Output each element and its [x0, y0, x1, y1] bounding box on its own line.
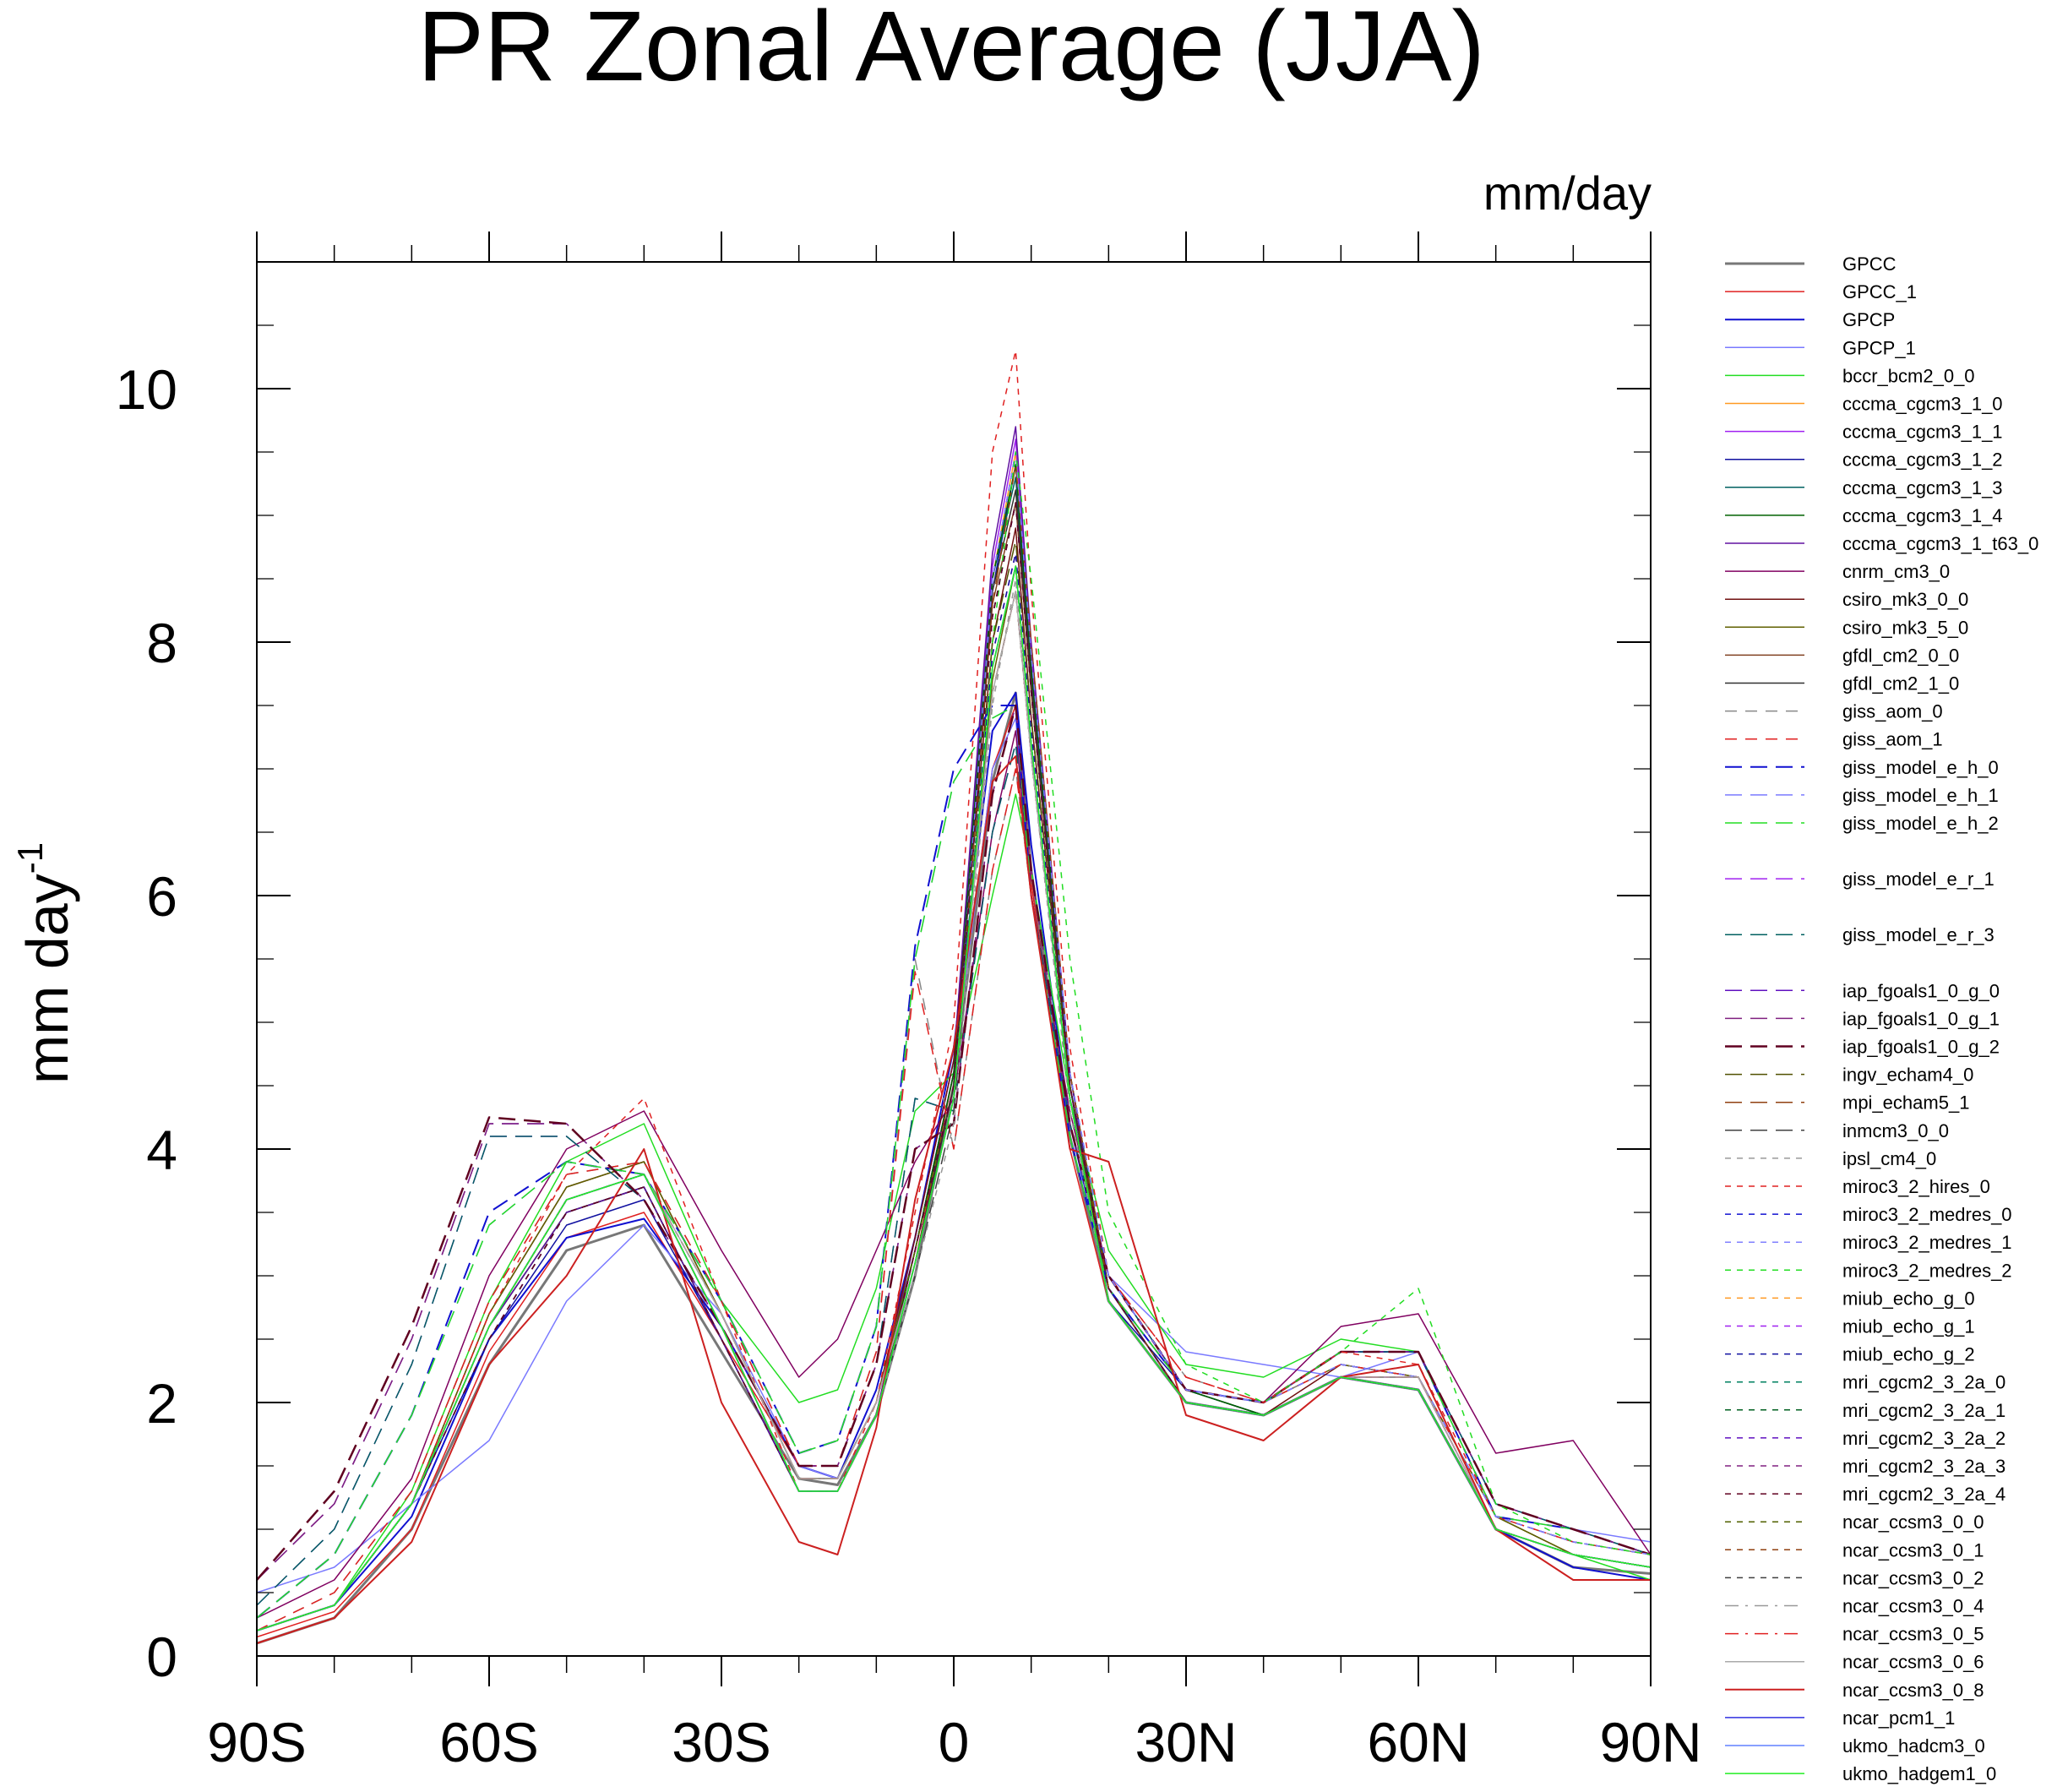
legend-label-GPCC: GPCC: [1842, 253, 1897, 275]
series-line-cccma_cgcm3_1_1: [256, 438, 1652, 1631]
legend-label-cnrm_cm3_0: cnrm_cm3_0: [1842, 561, 1950, 582]
legend-label-ukmo_hadgem1_0: ukmo_hadgem1_0: [1842, 1763, 1996, 1784]
series-line-bccr_bcm2_0_0: [256, 793, 1652, 1631]
series-line-giss_model_e_r_3: [256, 743, 1652, 1606]
x-tick-label-3: 0: [939, 1711, 970, 1773]
legend-label-giss_aom_1: giss_aom_1: [1842, 729, 1943, 750]
legend-label-iap_fgoals1_0_g_1: iap_fgoals1_0_g_1: [1842, 1008, 2000, 1029]
y-tick-label-2: 4: [146, 1119, 177, 1181]
legend-label-ncar_pcm1_1: ncar_pcm1_1: [1842, 1708, 1955, 1729]
series-line-giss_model_e_r_1: [256, 743, 1652, 1606]
series-line-cccma_cgcm3_1_t63_0: [256, 426, 1652, 1631]
legend-label-miroc3_2_medres_1: miroc3_2_medres_1: [1842, 1232, 2012, 1253]
legend-label-giss_aom_0: giss_aom_0: [1842, 701, 1943, 722]
legend-label-giss_model_e_h_0: giss_model_e_h_0: [1842, 757, 1999, 778]
series-line-iap_fgoals1_0_g_2: [256, 704, 1652, 1581]
legend-label-giss_model_e_h_2: giss_model_e_h_2: [1842, 813, 1999, 834]
legend-label-inmcm3_0_0: inmcm3_0_0: [1842, 1120, 1949, 1141]
y-tick-label-4: 8: [146, 612, 177, 674]
legend-label-mri_cgcm2_3_2a_2: mri_cgcm2_3_2a_2: [1842, 1428, 2005, 1449]
x-tick-label-6: 90N: [1599, 1711, 1701, 1773]
legend: GPCC GPCC_1 GPCP GPCP_1 bccr_bcm2_0_0 cccma_c…: [1725, 253, 2038, 1784]
legend-label-cccma_cgcm3_1_t63_0: cccma_cgcm3_1_t63_0: [1842, 533, 2038, 554]
legend-label-cccma_cgcm3_1_4: cccma_cgcm3_1_4: [1842, 505, 2003, 526]
legend-label-GPCP: GPCP: [1842, 309, 1895, 330]
x-tick-label-2: 30S: [672, 1711, 770, 1773]
legend-label-GPCC_1: GPCC_1: [1842, 281, 1917, 302]
chart-title: PR Zonal Average (JJA): [417, 0, 1485, 102]
legend-label-csiro_mk3_0_0: csiro_mk3_0_0: [1842, 589, 1968, 610]
legend-label-gfdl_cm2_0_0: gfdl_cm2_0_0: [1842, 645, 1959, 666]
series-line-iap_fgoals1_0_g_0: [256, 705, 1652, 1581]
legend-label-miub_echo_g_2: miub_echo_g_2: [1842, 1344, 1975, 1365]
legend-label-GPCP_1: GPCP_1: [1842, 337, 1916, 358]
units-label: mm/day: [1483, 166, 1652, 220]
legend-label-ncar_ccsm3_0_8: ncar_ccsm3_0_8: [1842, 1680, 1984, 1701]
legend-label-mri_cgcm2_3_2a_3: mri_cgcm2_3_2a_3: [1842, 1456, 2005, 1477]
series-line-miroc3_2_medres_1: [256, 451, 1652, 1631]
y-tick-label-5: 10: [116, 358, 177, 421]
legend-label-cccma_cgcm3_1_2: cccma_cgcm3_1_2: [1842, 449, 2003, 471]
y-tick-label-1: 2: [146, 1372, 177, 1435]
legend-label-csiro_mk3_5_0: csiro_mk3_5_0: [1842, 617, 1968, 638]
legend-label-mri_cgcm2_3_2a_4: mri_cgcm2_3_2a_4: [1842, 1484, 2005, 1505]
legend-label-miroc3_2_medres_2: miroc3_2_medres_2: [1842, 1260, 2012, 1281]
legend-label-giss_model_e_r_3: giss_model_e_r_3: [1842, 924, 1995, 945]
legend-label-miroc3_2_medres_0: miroc3_2_medres_0: [1842, 1204, 2012, 1225]
legend-label-ncar_ccsm3_0_5: ncar_ccsm3_0_5: [1842, 1624, 1984, 1645]
legend-label-mpi_echam5_1: mpi_echam5_1: [1842, 1092, 1969, 1114]
legend-label-cccma_cgcm3_1_3: cccma_cgcm3_1_3: [1842, 477, 2003, 498]
y-tick-label-0: 0: [146, 1626, 177, 1688]
legend-label-ncar_ccsm3_0_2: ncar_ccsm3_0_2: [1842, 1567, 1984, 1588]
y-axis-label-exponent: -1: [10, 842, 50, 874]
series-line-GPCP_1: [256, 717, 1652, 1593]
x-tick-label-0: 90S: [207, 1711, 306, 1773]
legend-label-miub_echo_g_0: miub_echo_g_0: [1842, 1288, 1975, 1309]
legend-label-ncar_ccsm3_0_6: ncar_ccsm3_0_6: [1842, 1652, 1984, 1673]
series-line-iap_fgoals1_0_g_1: [256, 705, 1652, 1581]
series-line-mri_cgcm2_3_2a_4: [256, 502, 1652, 1631]
legend-label-giss_model_e_r_1: giss_model_e_r_1: [1842, 869, 1995, 890]
legend-label-miroc3_2_hires_0: miroc3_2_hires_0: [1842, 1176, 1990, 1197]
legend-label-cccma_cgcm3_1_0: cccma_cgcm3_1_0: [1842, 394, 2003, 415]
series-line-GPCP: [256, 692, 1652, 1631]
series-layer: [256, 350, 1652, 1645]
series-line-miroc3_2_hires_0: [256, 350, 1652, 1631]
series-line-giss_model_e_h_1: [256, 705, 1652, 1619]
series-line-miroc3_2_medres_2: [256, 451, 1652, 1631]
y-axis-label: mm day-1: [10, 842, 80, 1084]
series-line-cnrm_cm3_0: [256, 730, 1652, 1619]
legend-label-gfdl_cm2_1_0: gfdl_cm2_1_0: [1842, 673, 1959, 694]
legend-label-ncar_ccsm3_0_1: ncar_ccsm3_0_1: [1842, 1539, 1984, 1561]
series-line-giss_aom_1: [256, 768, 1652, 1631]
y-axis-label-main: mm day: [14, 874, 80, 1084]
series-line-giss_model_e_h_0: [256, 705, 1652, 1619]
series-line-GPCC_1: [256, 705, 1652, 1638]
series-line-ukmo_hadgem1_0: [256, 565, 1652, 1631]
series-line-ncar_ccsm3_0_8: [256, 755, 1651, 1644]
legend-label-ncar_ccsm3_0_4: ncar_ccsm3_0_4: [1842, 1596, 1984, 1617]
legend-label-mri_cgcm2_3_2a_0: mri_cgcm2_3_2a_0: [1842, 1372, 2005, 1393]
legend-label-giss_model_e_h_1: giss_model_e_h_1: [1842, 785, 1999, 806]
x-tick-label-4: 30N: [1135, 1711, 1237, 1773]
series-line-GPCC: [256, 691, 1652, 1645]
legend-label-ingv_echam4_0: ingv_echam4_0: [1842, 1065, 1973, 1086]
legend-label-mri_cgcm2_3_2a_1: mri_cgcm2_3_2a_1: [1842, 1400, 2005, 1421]
legend-label-ipsl_cm4_0: ipsl_cm4_0: [1842, 1148, 1936, 1169]
x-tick-label-1: 60S: [439, 1711, 538, 1773]
legend-label-bccr_bcm2_0_0: bccr_bcm2_0_0: [1842, 365, 1975, 386]
plot-frame: [256, 261, 1652, 1657]
y-tick-label-3: 6: [146, 865, 177, 928]
legend-label-ukmo_hadcm3_0: ukmo_hadcm3_0: [1842, 1735, 1985, 1757]
legend-label-ncar_ccsm3_0_0: ncar_ccsm3_0_0: [1842, 1511, 1984, 1533]
legend-label-iap_fgoals1_0_g_0: iap_fgoals1_0_g_0: [1842, 980, 2000, 1001]
series-line-giss_aom_0: [256, 768, 1652, 1631]
tick-layer: 90S 60S 30S 0 30N 60N 90N 0 2 4 6 8 10: [116, 231, 1702, 1773]
series-line-giss_model_e_h_2: [256, 705, 1652, 1619]
legend-label-cccma_cgcm3_1_1: cccma_cgcm3_1_1: [1842, 422, 2003, 443]
legend-label-miub_echo_g_1: miub_echo_g_1: [1842, 1316, 1975, 1337]
legend-label-iap_fgoals1_0_g_2: iap_fgoals1_0_g_2: [1842, 1037, 2000, 1058]
x-tick-label-5: 60N: [1367, 1711, 1469, 1773]
